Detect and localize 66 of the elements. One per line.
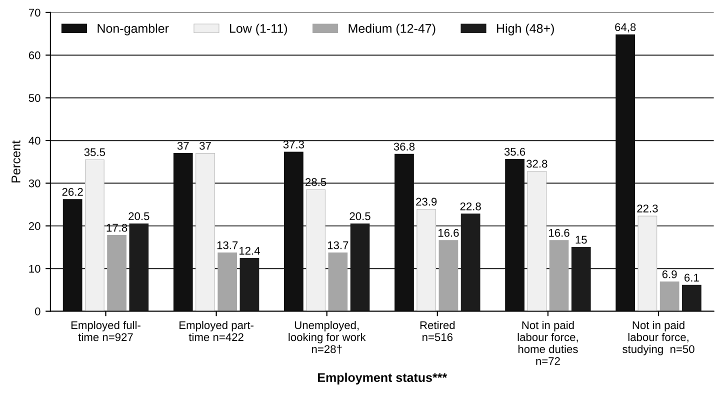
x-tick-label: Not in paid labour force, home duties n=72	[518, 320, 578, 365]
data-label: 37	[177, 142, 189, 150]
data-label: 12.4	[240, 246, 260, 255]
data-label: 37.3	[283, 140, 304, 148]
bar	[107, 234, 126, 312]
data-label: 20.5	[350, 212, 370, 220]
data-label: 32.8	[526, 160, 548, 168]
legend-label: High (48+)	[497, 24, 554, 36]
bar	[173, 153, 193, 312]
bar	[240, 258, 260, 312]
bar	[460, 214, 480, 312]
y-tick-label: 20	[28, 222, 40, 230]
y-axis-title: Percent	[12, 140, 20, 182]
bar	[505, 159, 524, 312]
legend-label: Medium (12-47)	[348, 24, 436, 36]
bar	[394, 154, 414, 312]
data-label: 22.8	[460, 202, 481, 210]
y-tick-label: 0	[35, 308, 40, 316]
y-tick-label: 70	[28, 8, 40, 17]
data-label: 35.5	[84, 148, 106, 156]
y-tick-label: 60	[28, 51, 40, 60]
data-label: 36.8	[394, 142, 415, 151]
data-label: 16.6	[549, 228, 570, 237]
data-label: 6.9	[662, 270, 677, 278]
x-axis-title: Employment status***	[318, 372, 448, 384]
bar	[638, 216, 658, 312]
bar	[196, 153, 215, 312]
data-label: 26.2	[62, 188, 83, 196]
x-tick-label: Unemployed, looking for work n=28†	[288, 320, 366, 354]
x-tick-label: Retired n=516	[420, 320, 455, 342]
bar	[571, 246, 591, 312]
data-label: 13.7	[217, 241, 238, 250]
bar	[284, 152, 304, 312]
bar	[218, 252, 238, 312]
y-tick-label: 30	[28, 179, 40, 188]
bar	[416, 208, 436, 312]
bar	[660, 282, 680, 312]
legend-label: Low (1-11)	[230, 24, 288, 36]
y-tick-label: 10	[29, 264, 40, 273]
bar	[306, 189, 326, 312]
legend-label: Non-gambler	[98, 24, 169, 36]
x-tick-label: Employed full- time n=927	[71, 320, 140, 342]
data-label: 16.6	[438, 228, 459, 237]
x-tick-label: Employed part- time n=422	[180, 320, 254, 342]
data-label: 64,8	[615, 23, 636, 32]
data-label: 6.1	[684, 274, 699, 282]
bar	[62, 199, 82, 312]
x-tick-label: Not in paid labour force, studying n=50	[622, 320, 694, 356]
data-label: 23.9	[416, 198, 437, 206]
bar	[129, 223, 149, 312]
bar	[328, 252, 348, 312]
bar	[682, 284, 702, 312]
data-label: 37	[199, 142, 211, 150]
bar	[350, 223, 370, 312]
data-label: 13.7	[328, 241, 348, 250]
bar	[549, 240, 569, 312]
bar	[85, 159, 104, 312]
bar	[616, 34, 636, 312]
y-tick-label: 50	[28, 94, 40, 102]
bar	[438, 240, 458, 312]
data-label: 20.5	[128, 212, 150, 220]
y-tick-label: 40	[28, 136, 40, 145]
data-label: 35.6	[504, 148, 526, 156]
data-label: 22.3	[637, 204, 658, 212]
bar	[527, 170, 547, 312]
data-label: 15	[576, 236, 587, 244]
